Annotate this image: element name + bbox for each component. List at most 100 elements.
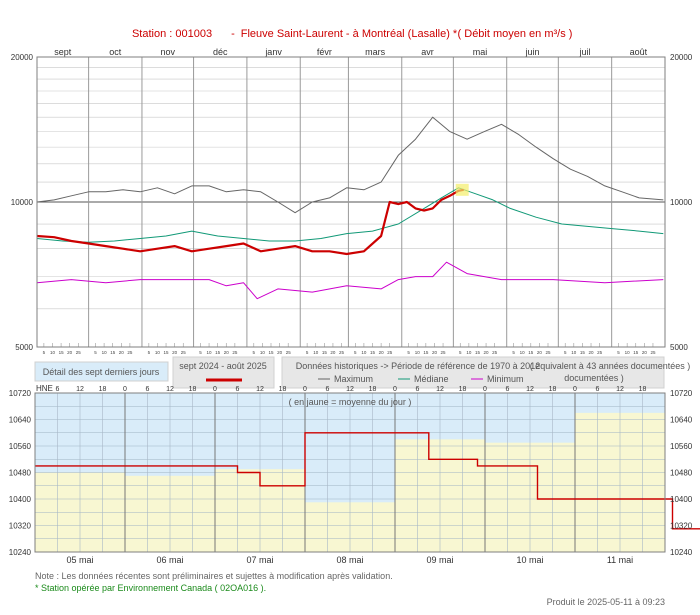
hour-label: 6 <box>416 386 420 393</box>
day-label-3: 08 mai <box>336 555 363 565</box>
hour-label: 0 <box>213 386 217 393</box>
day-tick-label: 10 <box>625 350 631 355</box>
day-tick-label: 10 <box>50 350 56 355</box>
hour-label: 18 <box>279 386 287 393</box>
detail-ytick-right: 10560 <box>670 442 693 451</box>
day-tick-label: 15 <box>59 350 65 355</box>
footer-operated: * Station opérée par Environnement Canad… <box>35 583 266 593</box>
month-label-9: juin <box>525 47 540 57</box>
period-label: sept 2024 - août 2025 <box>179 361 267 371</box>
month-label-1: oct <box>109 47 122 57</box>
day-tick-label: 20 <box>432 350 438 355</box>
detail-chart-series <box>35 432 700 530</box>
detail-ytick-right: 10400 <box>670 495 693 504</box>
day-label-2: 07 mai <box>246 555 273 565</box>
main-chart-series <box>36 116 664 300</box>
hour-label: 12 <box>436 386 444 393</box>
day-tick-label: 10 <box>415 350 421 355</box>
main-series-line-3 <box>36 188 464 256</box>
hour-label: 6 <box>146 386 150 393</box>
detail-label-box <box>34 361 169 382</box>
hour-label: 12 <box>166 386 174 393</box>
hour-label: 12 <box>346 386 354 393</box>
day-tick-label: 15 <box>370 350 376 355</box>
main-ytick-right: 5000 <box>670 343 688 352</box>
day-tick-label: 20 <box>172 350 178 355</box>
month-label-5: févr <box>317 47 332 57</box>
day-tick-label: 5 <box>459 350 462 355</box>
day-label-0: 05 mai <box>66 555 93 565</box>
day-tick-label: 5 <box>43 350 46 355</box>
median-label: Médiane <box>414 374 449 384</box>
detail-ytick-right: 10480 <box>670 469 693 478</box>
day-tick-label: 10 <box>571 350 577 355</box>
day-tick-label: 15 <box>215 350 221 355</box>
hour-label: 6 <box>506 386 510 393</box>
hour-label: 0 <box>393 386 397 393</box>
day-tick-label: 25 <box>76 350 82 355</box>
day-tick-label: 5 <box>407 350 410 355</box>
day-tick-label: 20 <box>589 350 595 355</box>
day-tick-label: 25 <box>387 350 393 355</box>
day-tick-label: 15 <box>110 350 116 355</box>
hne-label: HNE <box>36 384 53 393</box>
hour-label: 18 <box>99 386 107 393</box>
separator-dash: - <box>231 28 235 40</box>
hour-label: 18 <box>639 386 647 393</box>
day-tick-label: 15 <box>580 350 586 355</box>
day-tick-label: 10 <box>260 350 266 355</box>
day-tick-label: 15 <box>475 350 481 355</box>
hour-label: 0 <box>483 386 487 393</box>
main-ytick-right: 10000 <box>670 198 693 207</box>
day-tick-label: 5 <box>253 350 256 355</box>
day-tick-label: 10 <box>155 350 161 355</box>
years-label-line2: documentées ) <box>564 373 624 383</box>
hour-label: 18 <box>369 386 377 393</box>
main-plot-frame <box>36 56 666 348</box>
hour-label: 12 <box>526 386 534 393</box>
historic-label: Données historiques -> Période de référe… <box>296 361 540 371</box>
day-tick-label: 10 <box>361 350 367 355</box>
month-label-6: mars <box>365 47 385 57</box>
maximum-label: Maximum <box>334 374 373 384</box>
day-tick-label: 5 <box>512 350 515 355</box>
detail-ytick-left: 10240 <box>9 548 32 557</box>
day-tick-label: 15 <box>322 350 328 355</box>
day-tick-label: 10 <box>207 350 213 355</box>
day-tick-label: 25 <box>545 350 551 355</box>
day-tick-label: 20 <box>119 350 125 355</box>
hour-label: 12 <box>616 386 624 393</box>
day-tick-label: 5 <box>306 350 309 355</box>
detail-ytick-left: 10640 <box>9 416 32 425</box>
day-tick-label: 25 <box>181 350 187 355</box>
detail-chart-title: ( en jaune = moyenne du jour ) <box>289 397 412 407</box>
detail-ytick-left: 10480 <box>9 469 32 478</box>
month-label-7: avr <box>421 47 434 57</box>
hour-label: 0 <box>123 386 127 393</box>
main-chart-grid <box>37 57 665 347</box>
month-label-2: nov <box>161 47 176 57</box>
day-tick-label: 20 <box>642 350 648 355</box>
day-tick-label: 20 <box>67 350 73 355</box>
month-label-11: août <box>630 47 648 57</box>
day-tick-label: 20 <box>330 350 336 355</box>
day-tick-label: 5 <box>148 350 151 355</box>
detail-ytick-left: 10720 <box>9 389 32 398</box>
day-tick-label: 25 <box>127 350 133 355</box>
day-tick-label: 5 <box>199 350 202 355</box>
river-title: Fleuve Saint-Laurent - à Montréal (Lasal… <box>241 28 458 40</box>
day-tick-label: 5 <box>617 350 620 355</box>
month-label-4: janv <box>264 47 282 57</box>
years-label: ( équivalent à 43 années documentées ) <box>530 361 691 371</box>
day-tick-label: 20 <box>224 350 230 355</box>
detail-label: Détail des sept derniers jours <box>43 367 160 377</box>
day-tick-label: 25 <box>441 350 447 355</box>
day-tick-label: 20 <box>379 350 385 355</box>
footer-produced: Produit le 2025-05-11 à 09:23 <box>547 597 665 607</box>
day-tick-label: 5 <box>94 350 97 355</box>
day-tick-label: 5 <box>354 350 357 355</box>
detail-plot-frame <box>34 392 666 553</box>
unit-title: ( Débit moyen en m³/s ) <box>458 28 573 40</box>
